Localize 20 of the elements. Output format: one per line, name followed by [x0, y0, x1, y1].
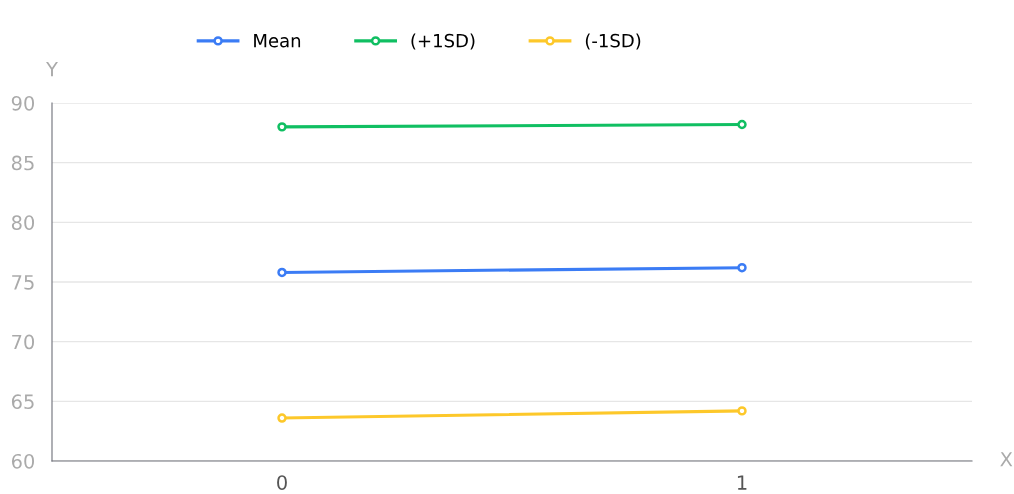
y-axis-title: Y	[46, 61, 58, 77]
y-tick-label: 65	[11, 394, 34, 409]
point	[277, 413, 287, 423]
y-tick-label: 60	[11, 453, 35, 469]
x-axis-title: X	[1000, 452, 1013, 467]
point	[277, 122, 287, 132]
x-tick-label: 1	[737, 475, 747, 490]
legend-label: (+1SD)	[411, 33, 475, 50]
y-tick-label: 70	[12, 334, 35, 350]
y-tick-label: 90	[11, 95, 35, 111]
y-tick-label: 80	[11, 215, 35, 230]
legend-label: (-1SD)	[585, 33, 641, 50]
point	[737, 262, 747, 273]
x-tick-label: 0	[277, 475, 287, 490]
legend-label: Mean	[254, 34, 301, 48]
point	[737, 119, 747, 130]
y-tick-label: 75	[12, 275, 34, 290]
y-tick-label: 85	[11, 155, 34, 171]
point	[737, 406, 747, 416]
point	[277, 267, 287, 278]
